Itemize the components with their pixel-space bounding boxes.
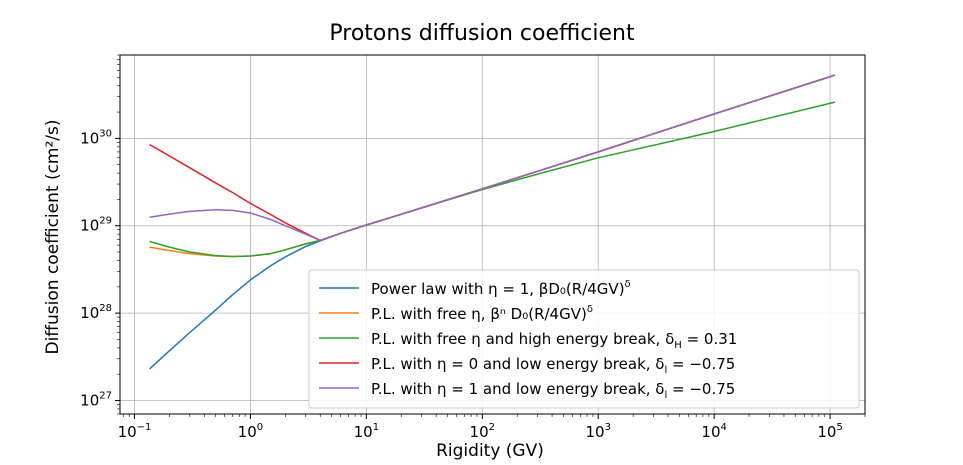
series-line-5 [149,74,836,242]
x-tick-label: 104 [701,422,726,441]
series-line-4 [149,74,836,242]
chart-title: Protons diffusion coefficient [329,21,635,46]
legend-label-4: P.L. with η = 0 and low energy break, δl… [371,355,735,376]
y-tick-label: 1028 [80,303,112,322]
y-tick-label: 1029 [80,216,112,235]
legend-label-3: P.L. with free η and high energy break, … [371,330,737,351]
plot-frame [119,54,866,415]
legend-box [308,269,860,409]
x-tick-label: 102 [470,422,495,441]
legend-label-5: P.L. with η = 1 and low energy break, δl… [371,380,735,401]
series-lines [149,74,836,370]
x-tick-label: 105 [817,422,842,441]
series-line-3 [149,101,836,258]
x-tick-label: 103 [585,422,610,441]
y-axis-label: Diffusion coefficient (cm²/s) [43,119,63,354]
x-tick-label: 10−1 [118,422,152,441]
x-tick-label: 101 [354,422,379,441]
y-tick-label: 1027 [80,390,112,409]
legend-label-1: Power law with η = 1, βD₀(R/4GV)δ [371,279,631,298]
series-line-2 [149,74,836,258]
y-tick-label: 1030 [80,128,112,147]
legend-label-2: P.L. with free η, βⁿ D₀(R/4GV)δ [371,304,593,323]
legend: Power law with η = 1, βD₀(R/4GV)δ P.L. wi… [308,269,860,409]
axis-ticks: 10−1 100 101 102 103 104 105 1027 1028 1029 1030 [80,54,866,441]
x-axis-label: Rigidity (GV) [436,441,544,461]
x-tick-label: 100 [238,422,263,441]
